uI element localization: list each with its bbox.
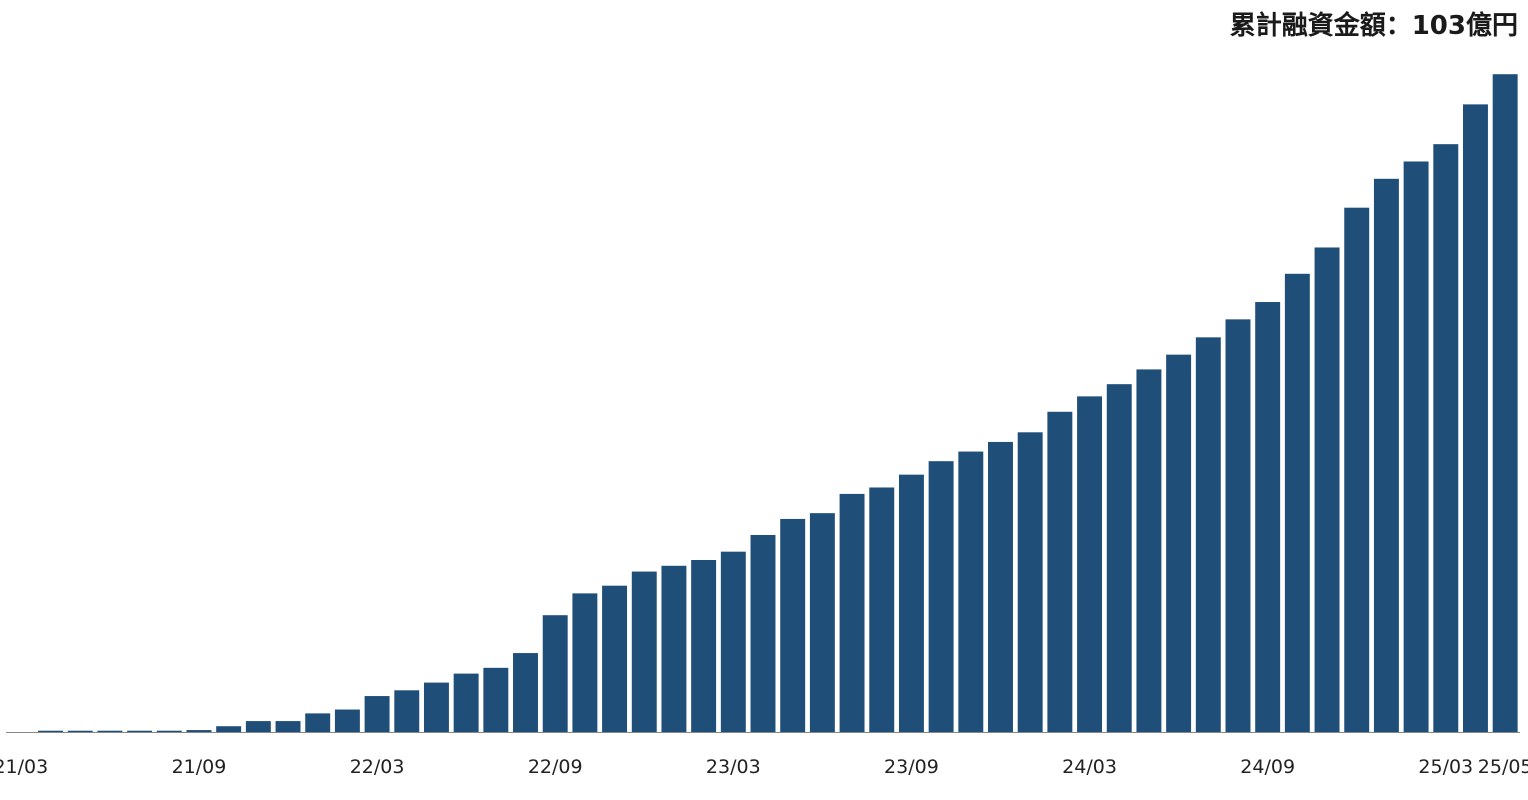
bar-22-06 <box>453 673 479 732</box>
x-tick-label: 24/03 <box>1062 756 1117 778</box>
bar-22-08 <box>513 653 538 732</box>
bar-23-09 <box>898 474 924 732</box>
x-tick-label: 24/09 <box>1240 756 1295 778</box>
bar-23-12 <box>988 441 1013 732</box>
x-tick-label: 23/09 <box>884 756 939 778</box>
bar-25-01 <box>1373 178 1399 732</box>
bar-22-11 <box>602 585 628 732</box>
x-tick-label: 25/05 <box>1478 756 1528 778</box>
x-tick-label: 22/09 <box>528 756 583 778</box>
bar-24-08 <box>1225 319 1251 732</box>
chart-title: 累計融資金額：103億円 <box>1230 10 1518 41</box>
bar-24-04 <box>1106 384 1132 732</box>
bar-21-07 <box>127 730 153 732</box>
x-tick-label: 21/09 <box>172 756 227 778</box>
x-tick-label: 23/03 <box>706 756 761 778</box>
bar-21-06 <box>97 730 123 732</box>
bar-21-11 <box>245 721 271 732</box>
bar-24-06 <box>1166 354 1192 732</box>
bar-22-04 <box>394 690 420 732</box>
bar-22-05 <box>423 682 449 732</box>
bar-24-11 <box>1314 247 1340 733</box>
bar-21-09 <box>186 730 212 732</box>
bar-23-03 <box>720 551 746 732</box>
bar-22-10 <box>572 593 598 732</box>
bar-24-10 <box>1284 273 1310 732</box>
bar-21-08 <box>156 730 182 732</box>
bar-23-08 <box>869 487 895 732</box>
bar-23-05 <box>780 518 806 732</box>
bar-24-02 <box>1047 411 1073 732</box>
bar-25-02 <box>1403 161 1429 733</box>
bar-23-06 <box>809 513 835 732</box>
bar-25-04 <box>1463 104 1488 733</box>
bar-23-10 <box>928 461 954 732</box>
bar-24-12 <box>1344 207 1370 732</box>
bar-21-04 <box>38 730 63 732</box>
bars-group <box>38 74 1518 733</box>
x-tick-label: 21/03 <box>0 756 48 778</box>
bar-22-07 <box>483 667 509 732</box>
bar-21-10 <box>216 726 242 732</box>
x-tick-label: 25/03 <box>1418 756 1473 778</box>
bar-22-02 <box>334 709 360 732</box>
bar-25-03 <box>1433 144 1459 732</box>
bar-23-11 <box>958 451 984 732</box>
bar-22-03 <box>364 696 390 732</box>
bar-22-12 <box>631 571 657 732</box>
bar-23-07 <box>839 493 865 732</box>
bar-23-02 <box>691 560 717 732</box>
bar-22-09 <box>542 615 568 732</box>
bar-21-05 <box>67 730 93 732</box>
bar-23-01 <box>661 565 687 732</box>
x-tick-label: 22/03 <box>350 756 405 778</box>
bar-24-07 <box>1195 337 1221 732</box>
bar-23-04 <box>750 534 776 732</box>
bar-22-01 <box>305 713 331 732</box>
x-tick-labels: 21/03 21/09 22/03 22/09 23/03 23/09 24/03 24/09… <box>0 756 1528 778</box>
bar-24-09 <box>1255 302 1281 732</box>
bar-24-01 <box>1017 432 1043 732</box>
bar-24-03 <box>1077 396 1103 732</box>
bar-25-05 <box>1492 74 1518 732</box>
bar-21-12 <box>275 721 301 732</box>
bar-24-05 <box>1136 369 1162 732</box>
